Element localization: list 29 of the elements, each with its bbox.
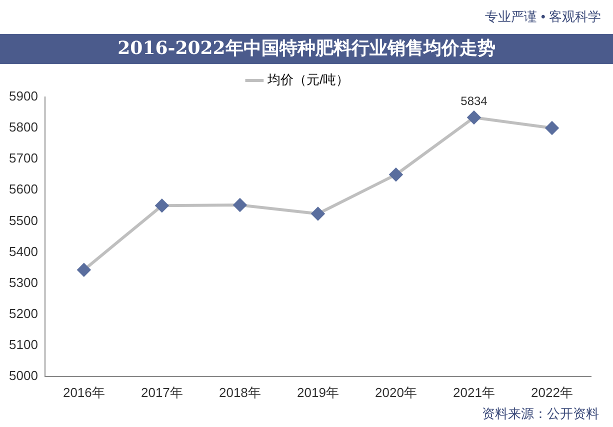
y-tick-label: 5600 xyxy=(9,182,38,197)
point xyxy=(233,198,246,212)
y-tick-label: 5700 xyxy=(9,150,38,166)
x-tick-label: 2022年 xyxy=(531,384,573,400)
point xyxy=(311,207,324,220)
y-tick-label: 5000 xyxy=(9,368,38,383)
point xyxy=(545,122,558,135)
x-tick-label: 2021年 xyxy=(453,384,495,400)
point xyxy=(77,263,90,276)
y-tick-label: 5200 xyxy=(9,306,38,321)
x-tick-label: 2019年 xyxy=(297,384,339,400)
y-tick-label: 5800 xyxy=(9,120,38,135)
y-tick-label: 5400 xyxy=(9,244,38,259)
y-tick-label: 5900 xyxy=(9,88,38,104)
point xyxy=(467,110,480,124)
point xyxy=(389,168,402,182)
legend-label: 均价（元/吨） xyxy=(266,72,350,88)
text: 资料来源：公开资料 xyxy=(482,405,599,423)
chart-title: 2016-2022年中国特种肥料行业销售均价走势 xyxy=(0,34,613,64)
y-tick-label: 5500 xyxy=(9,212,38,228)
y-tick-label: 5300 xyxy=(9,274,38,290)
point xyxy=(155,199,168,212)
x-tick-label: 2018年 xyxy=(218,384,261,400)
text: 专业严谨 • 客观科学 xyxy=(485,8,601,26)
x-tick-label: 2016年 xyxy=(62,384,105,400)
x-tick-label: 2017年 xyxy=(140,384,183,400)
y-tick-label: 5100 xyxy=(9,336,38,352)
data-label: 5834 xyxy=(460,94,488,108)
x-tick-label: 2020年 xyxy=(375,384,417,400)
